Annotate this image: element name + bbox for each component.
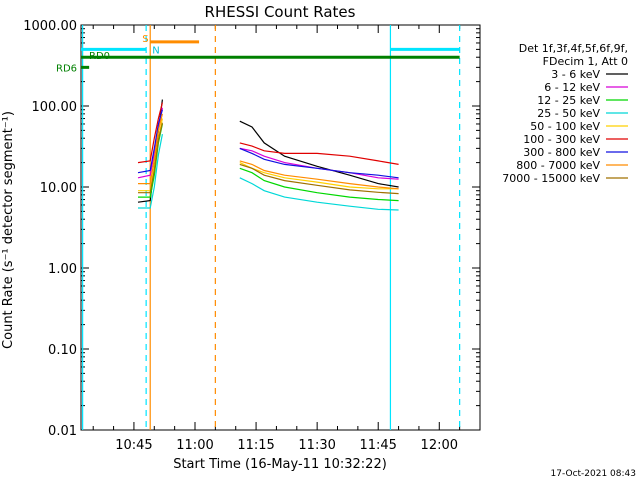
y-tick-label: 0.10 xyxy=(48,343,77,358)
legend-entry-label: 300 - 800 keV xyxy=(523,146,600,159)
y-tick-label: 100.00 xyxy=(32,100,78,115)
series-line-7 xyxy=(138,113,163,185)
legend: Det 1f,3f,4f,5f,6f,9f,FDecim 1, Att 03 -… xyxy=(502,42,628,185)
state-bar-label: RD0 xyxy=(89,51,110,62)
y-tick-label: 1000.00 xyxy=(23,19,77,34)
legend-header: Det 1f,3f,4f,5f,6f,9f, xyxy=(519,42,628,55)
state-label-n: N xyxy=(152,45,159,56)
legend-entry-label: 7000 - 15000 keV xyxy=(502,172,600,185)
x-tick-label: 11:30 xyxy=(298,438,335,453)
legend-entry-label: 6 - 12 keV xyxy=(544,81,600,94)
series-line-7 xyxy=(239,160,399,190)
y-tick-label: 1.00 xyxy=(48,262,77,277)
state-bar-label: S xyxy=(142,34,148,45)
legend-entry-label: 100 - 300 keV xyxy=(523,133,600,146)
series-line-0 xyxy=(239,120,399,188)
series-line-1 xyxy=(239,147,399,180)
series-line-6 xyxy=(239,147,399,179)
x-tick-label: 11:45 xyxy=(359,438,396,453)
chart-title: RHESSI Count Rates xyxy=(205,3,356,21)
legend-entry-label: 25 - 50 keV xyxy=(537,107,600,120)
plot-frame xyxy=(80,24,481,431)
series-line-6 xyxy=(137,109,163,174)
legend-entry-label: 50 - 100 keV xyxy=(530,120,600,133)
series-line-3 xyxy=(239,177,399,211)
x-tick-label: 10:45 xyxy=(115,438,152,453)
series-line-2 xyxy=(239,167,399,202)
legend-header: FDecim 1, Att 0 xyxy=(543,55,628,68)
footer-timestamp: 17-Oct-2021 08:43 xyxy=(551,469,636,479)
legend-entry-label: 3 - 6 keV xyxy=(551,68,600,81)
x-tick-label: 11:15 xyxy=(237,438,274,453)
series-line-5 xyxy=(239,142,399,165)
series-line-8 xyxy=(138,122,163,194)
legend-entry-label: 800 - 7000 keV xyxy=(516,159,600,172)
series-line-5 xyxy=(137,102,163,164)
series-line-8 xyxy=(239,163,399,195)
state-bar-label: RD6 xyxy=(56,63,77,74)
y-axis-label: Count Rate (s⁻¹ detector segment⁻¹) xyxy=(1,111,16,349)
x-tick-label: 11:00 xyxy=(176,438,213,453)
y-tick-label: 10.00 xyxy=(40,181,77,196)
legend-entry-label: 12 - 25 keV xyxy=(537,94,600,107)
series-line-3 xyxy=(138,133,163,209)
y-tick-label: 0.01 xyxy=(48,424,77,439)
x-tick-label: 12:00 xyxy=(421,438,458,453)
x-axis-label: Start Time (16-May-11 10:32:22) xyxy=(173,457,387,472)
